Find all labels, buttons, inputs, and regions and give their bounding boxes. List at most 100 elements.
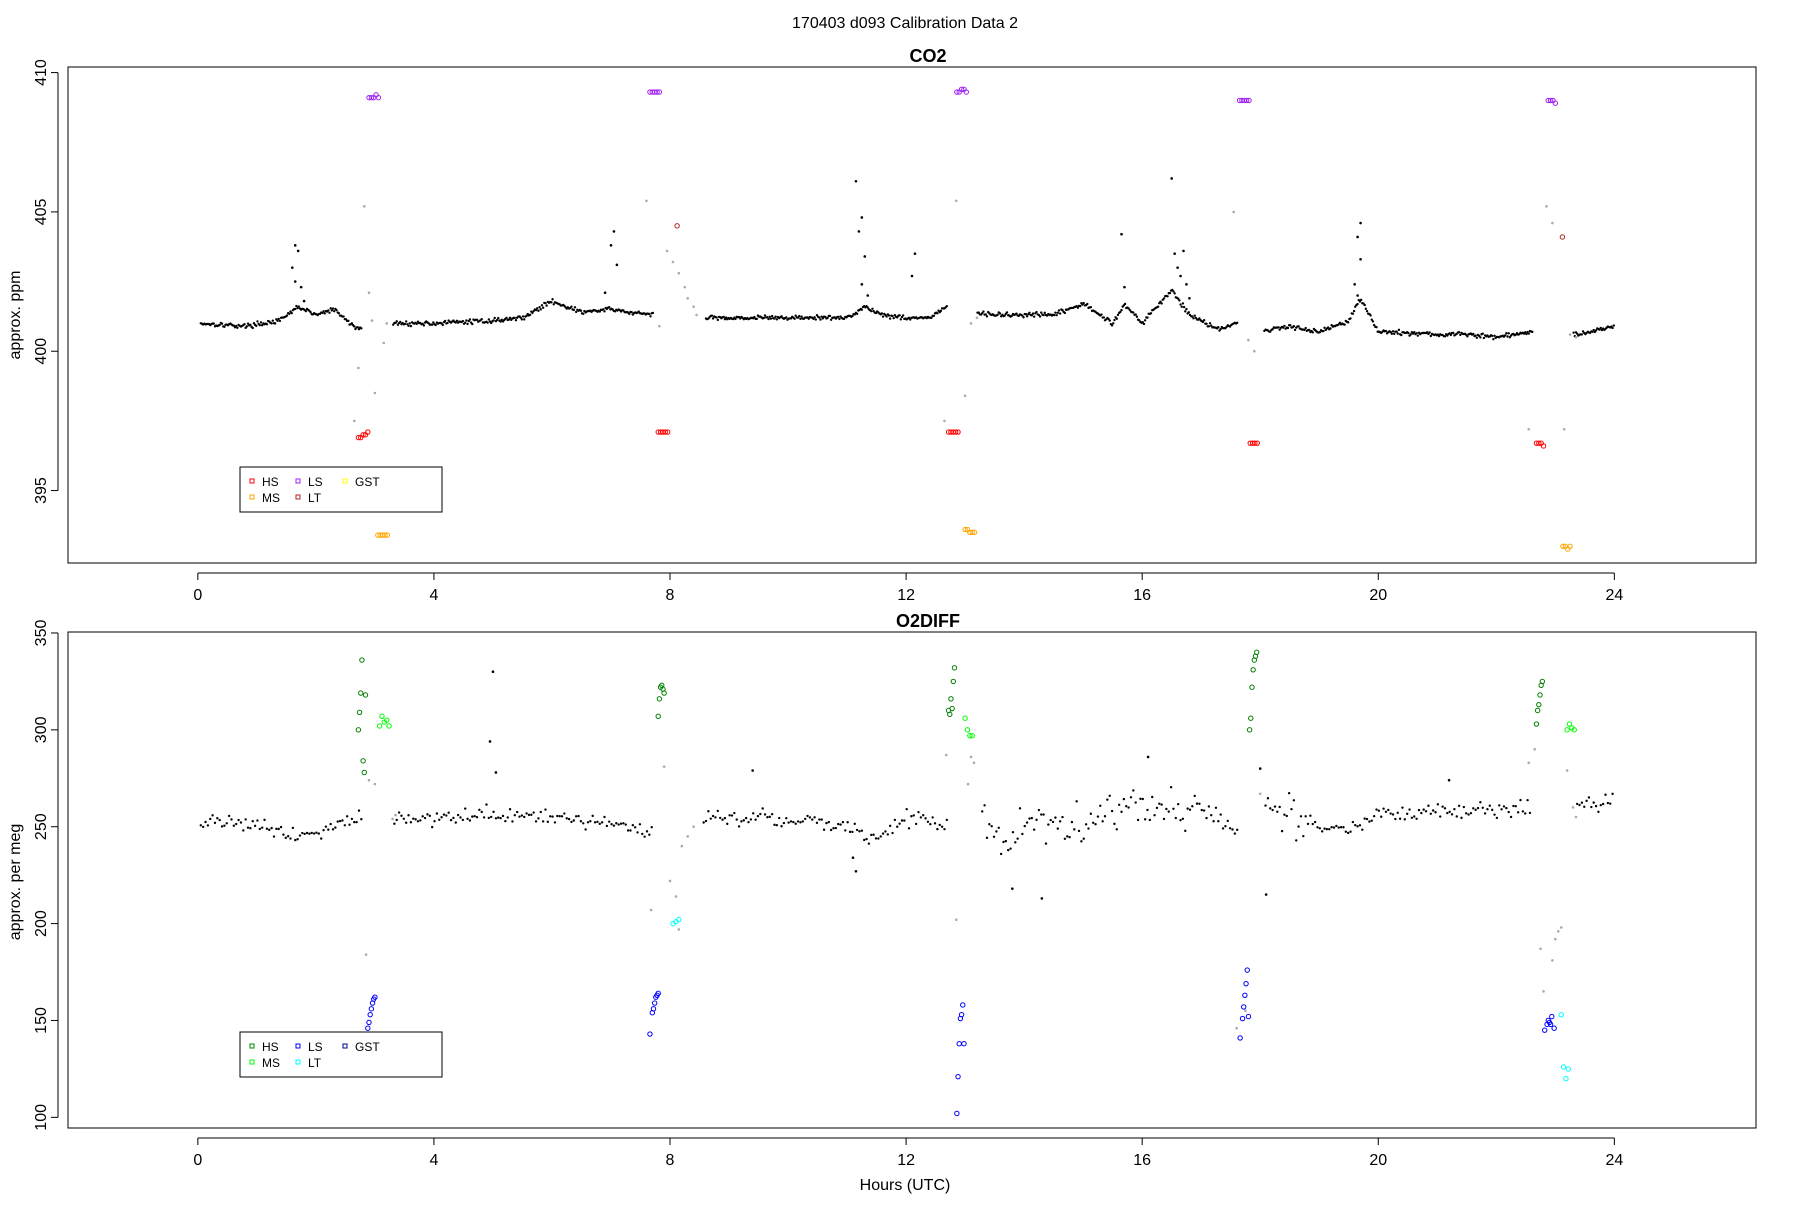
co2-ambient-point xyxy=(1369,314,1372,317)
o2diff-ambient-point xyxy=(589,820,592,823)
o2diff-ambient-point xyxy=(888,824,892,828)
o2diff-ambient-point xyxy=(1299,815,1303,818)
co2-ambient-point xyxy=(1156,305,1160,308)
o2diff-ambient-point xyxy=(1502,805,1506,808)
o2diff-ambient-point xyxy=(284,836,287,840)
co2-ambient-point xyxy=(1459,333,1462,337)
co2-ambient-point xyxy=(350,322,354,325)
co2-transition-point xyxy=(963,394,967,398)
o2diff-transition-point xyxy=(1565,769,1569,772)
o2diff-ambient-point xyxy=(213,821,217,825)
o2diff-ambient-point xyxy=(645,830,649,833)
co2-ambient-point xyxy=(762,316,766,320)
o2diff-ambient-point xyxy=(1120,810,1123,814)
o2diff-x-axis: 0 4 8 12 16 20 24 xyxy=(193,1137,1623,1169)
o2diff-ambient-point xyxy=(832,827,835,830)
co2-hs-point xyxy=(1536,440,1542,446)
o2diff-ambient-point xyxy=(1108,794,1111,797)
co2-ambient-point xyxy=(1303,328,1306,332)
o2diff-ambient-point xyxy=(348,823,351,826)
co2-ambient-point xyxy=(507,318,511,321)
o2diff-hs-point xyxy=(1534,707,1541,714)
o2diff-transition-point xyxy=(668,879,672,883)
o2diff-ambient-point xyxy=(218,818,221,822)
co2-ambient-point xyxy=(1160,302,1163,305)
o2diff-ms-point xyxy=(962,715,968,721)
co2-ambient-point xyxy=(1415,331,1418,335)
co2-ambient-point xyxy=(775,318,779,321)
o2diff-ambient-point xyxy=(320,837,323,840)
co2-ambient-point xyxy=(1437,334,1441,338)
o2diff-ambient-point xyxy=(1066,835,1069,838)
co2-ms-point xyxy=(384,532,391,538)
o2diff-ambient-point xyxy=(813,816,816,819)
co2-ambient-point xyxy=(1359,221,1362,225)
co2-ambient-point xyxy=(302,299,306,303)
o2diff-ambient-point xyxy=(475,816,479,819)
co2-ambient-point xyxy=(769,317,773,320)
co2-ambient-point xyxy=(910,274,914,278)
o2diff-ambient-point xyxy=(737,825,741,828)
co2-ambient-point xyxy=(1005,311,1009,314)
co2-ambient-point xyxy=(1170,177,1173,180)
o2diff-ambient-point xyxy=(751,769,754,772)
co2-ambient-point xyxy=(1053,313,1056,317)
co2-ambient-point xyxy=(1475,336,1479,340)
o2diff-ambient-point xyxy=(886,833,890,836)
co2-ambient-point xyxy=(259,321,263,324)
co2-ambient-point xyxy=(295,304,298,308)
o2diff-ambient-point xyxy=(1162,817,1166,821)
co2-ambient-point xyxy=(409,324,413,328)
co2-ambient-point xyxy=(1364,307,1368,311)
o2diff-ambient-point xyxy=(520,814,524,817)
o2diff-ambient-point xyxy=(714,816,717,819)
co2-ambient-point xyxy=(1479,336,1482,339)
o2diff-ambient-point xyxy=(440,816,443,819)
o2diff-ambient-point xyxy=(1382,807,1385,810)
co2-x-tick-label: 16 xyxy=(1133,587,1151,604)
co2-lt-point xyxy=(674,223,680,229)
o2diff-ambient-point xyxy=(199,824,202,827)
co2-legend-label-ms: MS xyxy=(262,491,280,505)
co2-ambient-point xyxy=(552,303,555,306)
o2diff-ambient-point xyxy=(997,826,1000,830)
co2-ambient-point xyxy=(492,319,495,322)
co2-ambient-point xyxy=(793,317,796,320)
o2diff-ambient-point xyxy=(1122,797,1126,801)
co2-ambient-point xyxy=(290,311,293,315)
o2diff-ambient-point xyxy=(893,818,897,822)
co2-y-tick-label: 395 xyxy=(33,477,50,504)
o2diff-ambient-point xyxy=(983,804,986,807)
o2diff-ambient-point xyxy=(1176,802,1180,806)
o2diff-ambient-point xyxy=(518,815,521,818)
o2diff-ambient-point xyxy=(504,819,507,823)
o2diff-ambient-point xyxy=(1285,814,1288,818)
o2diff-ambient-point xyxy=(1455,815,1458,818)
o2diff-ambient-point xyxy=(862,838,866,842)
o2diff-ambient-point xyxy=(624,823,627,826)
co2-ambient-point xyxy=(1283,324,1286,328)
o2diff-ambient-point xyxy=(1087,827,1090,830)
o2diff-ambient-point xyxy=(1516,811,1520,814)
o2diff-ambient-point xyxy=(1141,797,1144,801)
co2-ambient-point xyxy=(408,322,411,325)
o2diff-ambient-point xyxy=(1146,755,1150,759)
o2diff-hs-point xyxy=(355,727,362,733)
o2diff-ambient-point xyxy=(211,814,214,817)
co2-ambient-point xyxy=(1142,322,1146,326)
o2diff-hs-point xyxy=(358,690,364,696)
o2diff-ambient-point xyxy=(924,817,927,820)
o2diff-legend-label-gst: GST xyxy=(355,1040,380,1054)
co2-hs-point xyxy=(360,432,366,438)
co2-ambient-point xyxy=(1505,332,1508,335)
co2-ambient-point xyxy=(270,322,273,325)
co2-ambient-point xyxy=(1428,331,1431,334)
co2-ls-point xyxy=(368,94,375,101)
o2diff-ambient-point xyxy=(1016,837,1019,840)
o2diff-ambient-point xyxy=(860,829,864,832)
o2diff-ambient-point xyxy=(546,820,550,824)
co2-ambient-point xyxy=(1205,322,1208,325)
o2diff-ambient-point xyxy=(541,820,545,823)
o2diff-ambient-point xyxy=(884,830,887,833)
o2diff-ambient-point xyxy=(471,815,474,818)
